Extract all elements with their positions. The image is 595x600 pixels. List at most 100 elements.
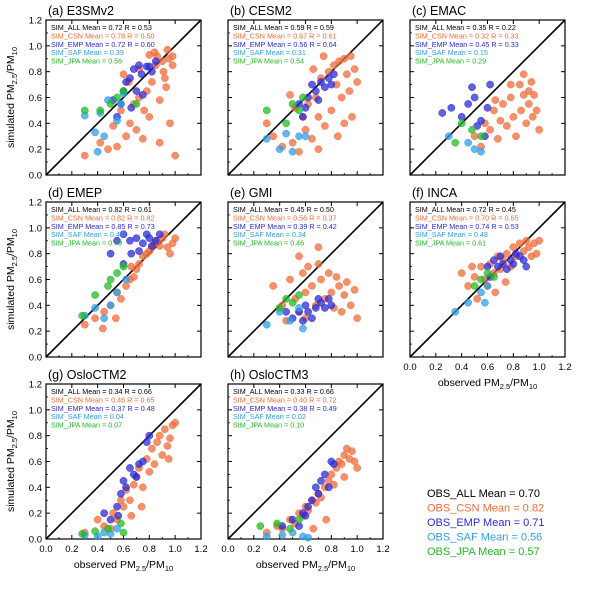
stat-jpa: SIM_JPA Mean = 0.79 bbox=[51, 239, 122, 248]
point-csn bbox=[158, 451, 167, 459]
point-csn bbox=[159, 67, 168, 76]
point-saf bbox=[100, 314, 108, 323]
panel-title: (g) OsloCTM2 bbox=[48, 368, 127, 382]
panel-title: (h) OsloCTM3 bbox=[230, 368, 309, 382]
point-saf bbox=[477, 147, 485, 156]
point-csn bbox=[135, 260, 143, 268]
axis-label-prefix: simulated PM bbox=[5, 84, 17, 148]
x-tick-label: 0.2 bbox=[65, 544, 78, 555]
point-csn bbox=[470, 273, 479, 281]
point-emp bbox=[321, 304, 329, 312]
point-emp bbox=[299, 316, 307, 325]
point-emp bbox=[139, 91, 147, 99]
point-csn bbox=[139, 483, 147, 492]
y-tick-label: 0.2 bbox=[29, 145, 42, 156]
x-tick-label: 0.8 bbox=[507, 362, 520, 373]
stat-csn: SIM_CSN Mean = 0.70 R = 0.65 bbox=[415, 213, 518, 222]
x-axis-label: observed PM2.5/PM10 bbox=[438, 377, 537, 391]
panel-title: (b) CESM2 bbox=[230, 4, 292, 18]
stat-jpa: SIM_JPA Mean = 0.10 bbox=[233, 421, 304, 430]
stat-saf: SIM_SAF Mean = 0.34 bbox=[233, 230, 306, 239]
axis-label-prefix: simulated PM bbox=[5, 266, 17, 330]
point-emp bbox=[317, 78, 325, 86]
point-csn bbox=[468, 262, 476, 271]
point-csn bbox=[155, 242, 164, 250]
point-csn bbox=[524, 87, 533, 95]
point-emp bbox=[317, 477, 325, 485]
point-csn bbox=[145, 113, 154, 121]
obs-legend: OBS_ALL Mean = 0.70 OBS_CSN Mean = 0.82 OB… bbox=[427, 488, 545, 558]
point-jpa bbox=[295, 291, 303, 299]
point-csn bbox=[496, 116, 505, 125]
panels-layer: 0.0 0.2 0.4 0.6 0.8 1.0 1.2 (a) E3SMv2 SIM_ALL M… bbox=[29, 4, 572, 555]
point-emp bbox=[129, 65, 138, 73]
point-csn bbox=[304, 262, 312, 271]
point-saf bbox=[444, 132, 453, 141]
point-emp bbox=[311, 87, 320, 95]
y-tick-label: 0.6 bbox=[29, 457, 42, 468]
panel-5: 0.0 0.2 0.4 0.6 0.8 1.0 1.2 (f) INCA SIM_ALL Mea… bbox=[403, 186, 571, 373]
point-emp bbox=[114, 511, 123, 520]
point-emp bbox=[117, 489, 125, 498]
point-csn bbox=[519, 70, 528, 79]
point-csn bbox=[524, 100, 533, 108]
x-tick-label: 0.6 bbox=[299, 544, 312, 555]
point-csn bbox=[155, 431, 164, 440]
point-csn bbox=[348, 447, 356, 456]
point-saf bbox=[288, 147, 297, 156]
x-tick-label: 0.6 bbox=[481, 362, 494, 373]
point-jpa bbox=[295, 106, 303, 115]
point-emp bbox=[499, 260, 507, 268]
point-csn bbox=[286, 275, 294, 284]
point-emp bbox=[308, 496, 316, 505]
point-csn bbox=[314, 243, 323, 252]
point-jpa bbox=[119, 528, 128, 537]
point-jpa bbox=[288, 100, 297, 108]
point-jpa bbox=[113, 93, 121, 102]
stat-csn: SIM_CSN Mean = 0.46 R = 0.65 bbox=[51, 395, 154, 404]
y-tick-label: 0.2 bbox=[29, 509, 42, 520]
point-saf bbox=[275, 145, 284, 154]
point-csn bbox=[519, 91, 528, 99]
point-emp bbox=[473, 122, 482, 130]
point-csn bbox=[153, 438, 161, 446]
point-emp bbox=[447, 103, 456, 112]
point-csn bbox=[340, 473, 349, 481]
point-csn bbox=[337, 93, 346, 102]
panel-0: 0.0 0.2 0.4 0.6 0.8 1.0 1.2 (a) E3SMv2 SIM_ALL M… bbox=[29, 4, 202, 182]
stat-jpa: SIM_JPA Mean = 0.29 bbox=[415, 57, 486, 66]
point-csn bbox=[171, 151, 180, 160]
point-emp bbox=[151, 57, 160, 66]
point-csn bbox=[470, 132, 479, 141]
y-tick-label: 0.2 bbox=[29, 327, 42, 338]
point-jpa bbox=[91, 527, 99, 536]
x-tick-label: 0.2 bbox=[429, 362, 442, 373]
axis-label-sub-num: 2.5 bbox=[136, 564, 146, 573]
x-tick-label: 0.4 bbox=[455, 362, 468, 373]
point-saf bbox=[295, 132, 303, 141]
point-emp bbox=[324, 483, 333, 492]
point-csn bbox=[127, 262, 136, 271]
axis-label-sub-den: 10 bbox=[165, 564, 173, 573]
point-csn bbox=[91, 314, 99, 323]
point-csn bbox=[346, 301, 355, 310]
point-jpa bbox=[295, 515, 303, 524]
point-emp bbox=[464, 100, 472, 108]
point-saf bbox=[262, 134, 271, 143]
stat-emp: SIM_EMP Mean = 0.37 R = 0.48 bbox=[51, 404, 155, 413]
point-emp bbox=[282, 307, 290, 316]
x-axis-labels: observed PM2.5/PM10 observed PM2.5/PM10ob… bbox=[74, 377, 537, 573]
point-csn bbox=[295, 147, 303, 156]
point-jpa bbox=[299, 93, 307, 102]
point-emp bbox=[155, 230, 164, 239]
x-tick-label: 1.2 bbox=[376, 544, 389, 555]
x-tick-label: 1.2 bbox=[558, 362, 571, 373]
point-csn bbox=[269, 132, 278, 141]
obs-legend-emp: OBS_EMP Mean = 0.71 bbox=[427, 517, 545, 529]
point-emp bbox=[113, 236, 121, 245]
point-csn bbox=[340, 291, 349, 299]
point-jpa bbox=[477, 275, 485, 284]
point-saf bbox=[301, 132, 310, 141]
point-jpa bbox=[288, 298, 297, 307]
point-emp bbox=[148, 242, 156, 250]
